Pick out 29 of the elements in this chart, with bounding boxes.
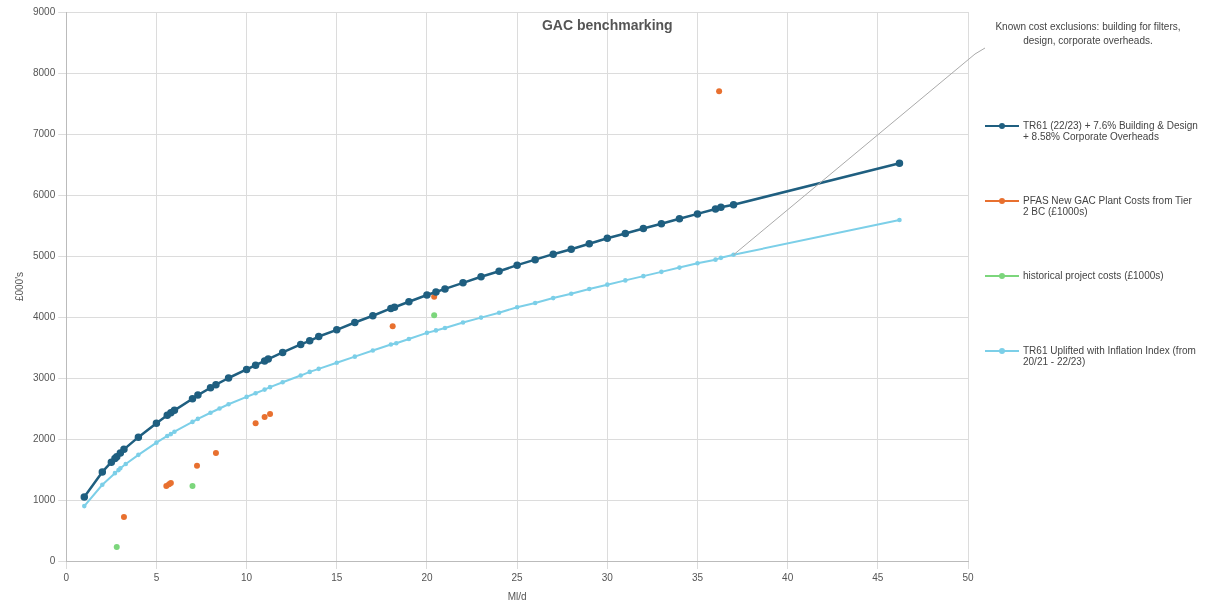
x-axis-title: Ml/d xyxy=(507,590,527,602)
y-tick-label: 2000 xyxy=(33,432,56,444)
y-tick-label: 4000 xyxy=(33,310,56,322)
legend-label: TR61 Uplifted with Inflation Index (from 20/21 - 22/23) xyxy=(1023,345,1197,367)
legend-label: PFAS New GAC Plant Costs from Tier 2 BC (£1000s) xyxy=(1023,195,1193,217)
x-tick-label: 25 xyxy=(511,571,524,583)
y-tick-label: 1000 xyxy=(33,493,56,505)
chart-title: GAC benchmarking xyxy=(541,16,673,33)
x-tick-label: 15 xyxy=(331,571,343,583)
x-tick-label: 10 xyxy=(241,571,253,583)
y-tick-label: 9000 xyxy=(33,5,56,17)
y-tick-label: 0 xyxy=(49,554,56,566)
legend-label: historical project costs (£1000s) xyxy=(1023,270,1164,281)
x-tick-label: 45 xyxy=(872,571,884,583)
y-tick-label: 8000 xyxy=(33,66,56,78)
x-tick-label: 0 xyxy=(63,571,70,583)
x-tick-label: 50 xyxy=(962,571,974,583)
annotation: Known cost exclusions: building for filters, design, corporate overheads. xyxy=(995,20,1181,46)
y-tick-label: 6000 xyxy=(33,188,56,200)
y-tick-label: 5000 xyxy=(33,249,56,261)
x-tick-label: 40 xyxy=(782,571,794,583)
x-tick-label: 5 xyxy=(153,571,160,583)
legend-label: TR61 (22/23) + 7.6% Building & Design + 8.58% Corporate Overheads xyxy=(1023,120,1199,142)
x-tick-label: 30 xyxy=(601,571,614,583)
y-axis-title: £000's xyxy=(13,271,25,302)
x-tick-label: 20 xyxy=(421,571,433,583)
x-tick-label: 35 xyxy=(691,571,704,583)
y-tick-label: 7000 xyxy=(33,127,56,139)
y-tick-label: 3000 xyxy=(33,371,56,383)
